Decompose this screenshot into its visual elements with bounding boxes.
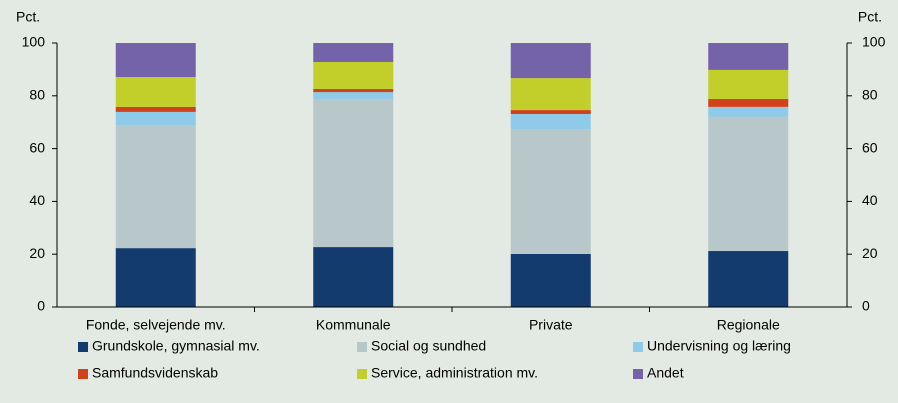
y2-tick-label: 80	[862, 87, 878, 103]
bar-segment	[313, 62, 394, 89]
y-tick-label: 60	[29, 139, 45, 155]
y2-axis-label: Pct.	[858, 9, 882, 25]
bar-segment	[115, 77, 196, 107]
bar-segment	[115, 43, 196, 78]
bar-segment	[510, 253, 591, 307]
bar-segment	[510, 78, 591, 111]
bar-segment	[708, 98, 789, 107]
bar-segment	[313, 98, 394, 248]
y-tick-label: 100	[22, 34, 46, 50]
legend-swatch	[78, 342, 88, 352]
legend-label: Andet	[647, 365, 684, 381]
bar-segment	[708, 251, 789, 307]
bar-segment	[313, 247, 394, 307]
legend-swatch	[78, 369, 88, 379]
bar-segment	[313, 43, 394, 63]
bar-segment	[115, 248, 196, 307]
bar-segment	[708, 69, 789, 99]
bar-segment	[708, 116, 789, 252]
bar-segment	[115, 111, 196, 126]
legend-label: Grundskole, gymnasial mv.	[92, 338, 260, 354]
y-tick-label: 20	[29, 245, 45, 261]
bar-segment	[510, 129, 591, 254]
y2-tick-label: 60	[862, 139, 878, 155]
legend-swatch	[633, 369, 643, 379]
y-axis-label: Pct.	[16, 9, 40, 25]
y2-tick-label: 20	[862, 245, 878, 261]
legend-label: Service, administration mv.	[371, 365, 538, 381]
y2-tick-label: 100	[862, 34, 886, 50]
legend-label: Undervisning og læring	[647, 338, 791, 354]
bar-segment	[510, 43, 591, 79]
y-tick-label: 0	[37, 298, 45, 314]
legend-swatch	[357, 342, 367, 352]
bar-segment	[708, 106, 789, 117]
legend-swatch	[357, 369, 367, 379]
y-tick-label: 80	[29, 87, 45, 103]
bar-segment	[115, 125, 196, 249]
x-tick-label: Regionale	[717, 317, 780, 333]
legend-label: Samfundsvidenskab	[92, 365, 218, 381]
legend-label: Social og sundhed	[371, 338, 486, 354]
bar-segment	[313, 92, 394, 99]
bar-segment	[510, 114, 591, 130]
bar-segment	[115, 106, 196, 112]
x-tick-label: Private	[529, 317, 573, 333]
y2-tick-label: 40	[862, 192, 878, 208]
legend-swatch	[633, 342, 643, 352]
y2-tick-label: 0	[862, 298, 870, 314]
y-tick-label: 40	[29, 192, 45, 208]
bar-segment	[510, 110, 591, 115]
bar-segment	[313, 88, 394, 93]
bar-segment	[708, 43, 789, 70]
x-tick-label: Kommunale	[316, 317, 391, 333]
x-tick-label: Fonde, selvejende mv.	[86, 317, 226, 333]
